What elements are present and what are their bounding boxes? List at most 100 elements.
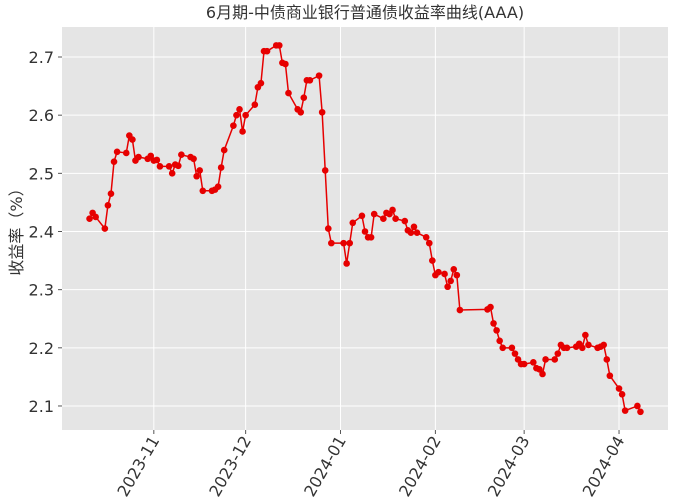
point: [190, 155, 197, 163]
point: [425, 239, 433, 247]
point: [129, 136, 136, 143]
point: [585, 341, 592, 349]
point: [147, 152, 155, 160]
point: [444, 283, 451, 291]
point: [429, 257, 436, 264]
point: [214, 183, 222, 191]
x-tick-label: 2023-12: [205, 433, 255, 500]
point: [220, 146, 228, 154]
point: [450, 266, 458, 273]
point: [153, 156, 161, 164]
y-tick-label: 2.3: [29, 281, 54, 300]
point: [135, 153, 142, 161]
point: [539, 370, 546, 378]
point: [175, 162, 182, 170]
point: [447, 277, 454, 285]
point: [328, 239, 335, 247]
point: [637, 408, 644, 416]
y-tick-label: 2.7: [29, 48, 54, 67]
point: [193, 172, 200, 180]
y-tick-label: 2.1: [29, 397, 54, 416]
point: [579, 344, 586, 352]
point: [315, 72, 323, 79]
point: [321, 167, 329, 174]
point: [401, 217, 409, 225]
point: [499, 344, 507, 352]
point: [389, 206, 396, 214]
point: [300, 94, 308, 102]
y-axis-label: 收益率（%）: [7, 180, 26, 275]
point: [282, 60, 289, 68]
point: [603, 356, 611, 363]
point: [407, 229, 415, 236]
point: [370, 210, 378, 218]
point: [490, 320, 497, 327]
point: [236, 106, 243, 113]
point: [233, 111, 240, 119]
x-tick-label: 2023-11: [113, 433, 163, 500]
point: [242, 111, 249, 119]
point: [196, 167, 204, 174]
point: [536, 366, 543, 373]
point: [563, 344, 571, 352]
point: [107, 190, 115, 197]
point: [380, 215, 387, 222]
point: [113, 148, 121, 156]
point: [422, 234, 430, 241]
point: [251, 101, 259, 109]
point: [349, 219, 357, 227]
point: [392, 215, 399, 222]
x-tick-label: 2024-02: [395, 433, 445, 500]
point: [618, 391, 626, 398]
point: [199, 187, 207, 195]
point: [306, 76, 314, 84]
point: [606, 372, 614, 380]
point: [346, 239, 353, 247]
point: [104, 202, 112, 209]
point: [367, 234, 375, 241]
point: [511, 350, 519, 357]
point: [542, 356, 549, 363]
point: [156, 163, 164, 170]
point: [122, 149, 130, 157]
y-tick-label: 2.6: [29, 106, 54, 125]
point: [230, 122, 237, 129]
point: [582, 331, 589, 339]
point: [263, 47, 271, 55]
point: [343, 260, 350, 267]
point: [496, 337, 503, 345]
point: [600, 341, 608, 349]
point: [168, 170, 176, 177]
point: [441, 270, 448, 278]
point: [324, 225, 332, 232]
point: [453, 271, 461, 279]
x-tick-label: 2024-01: [300, 433, 350, 500]
point: [358, 212, 366, 220]
point: [615, 385, 623, 392]
point: [508, 344, 516, 352]
point: [514, 356, 522, 363]
point: [239, 128, 246, 135]
point: [340, 239, 347, 247]
point: [456, 306, 464, 314]
point: [217, 164, 225, 171]
point: [92, 213, 99, 221]
point: [101, 225, 109, 232]
point: [276, 42, 283, 49]
point: [110, 158, 118, 166]
y-tick-label: 2.2: [29, 339, 54, 358]
point: [554, 350, 562, 357]
point: [86, 215, 93, 222]
point: [520, 360, 528, 368]
y-tick-label: 2.4: [29, 222, 54, 241]
point: [487, 303, 494, 311]
point: [297, 108, 305, 116]
x-tick-label: 2024-04: [579, 433, 629, 500]
point: [410, 223, 418, 231]
point: [435, 268, 442, 276]
point: [551, 356, 559, 363]
chart-title: 6月期-中债商业银行普通债收益率曲线(AAA): [206, 3, 524, 22]
point: [621, 407, 629, 414]
point: [165, 163, 173, 170]
